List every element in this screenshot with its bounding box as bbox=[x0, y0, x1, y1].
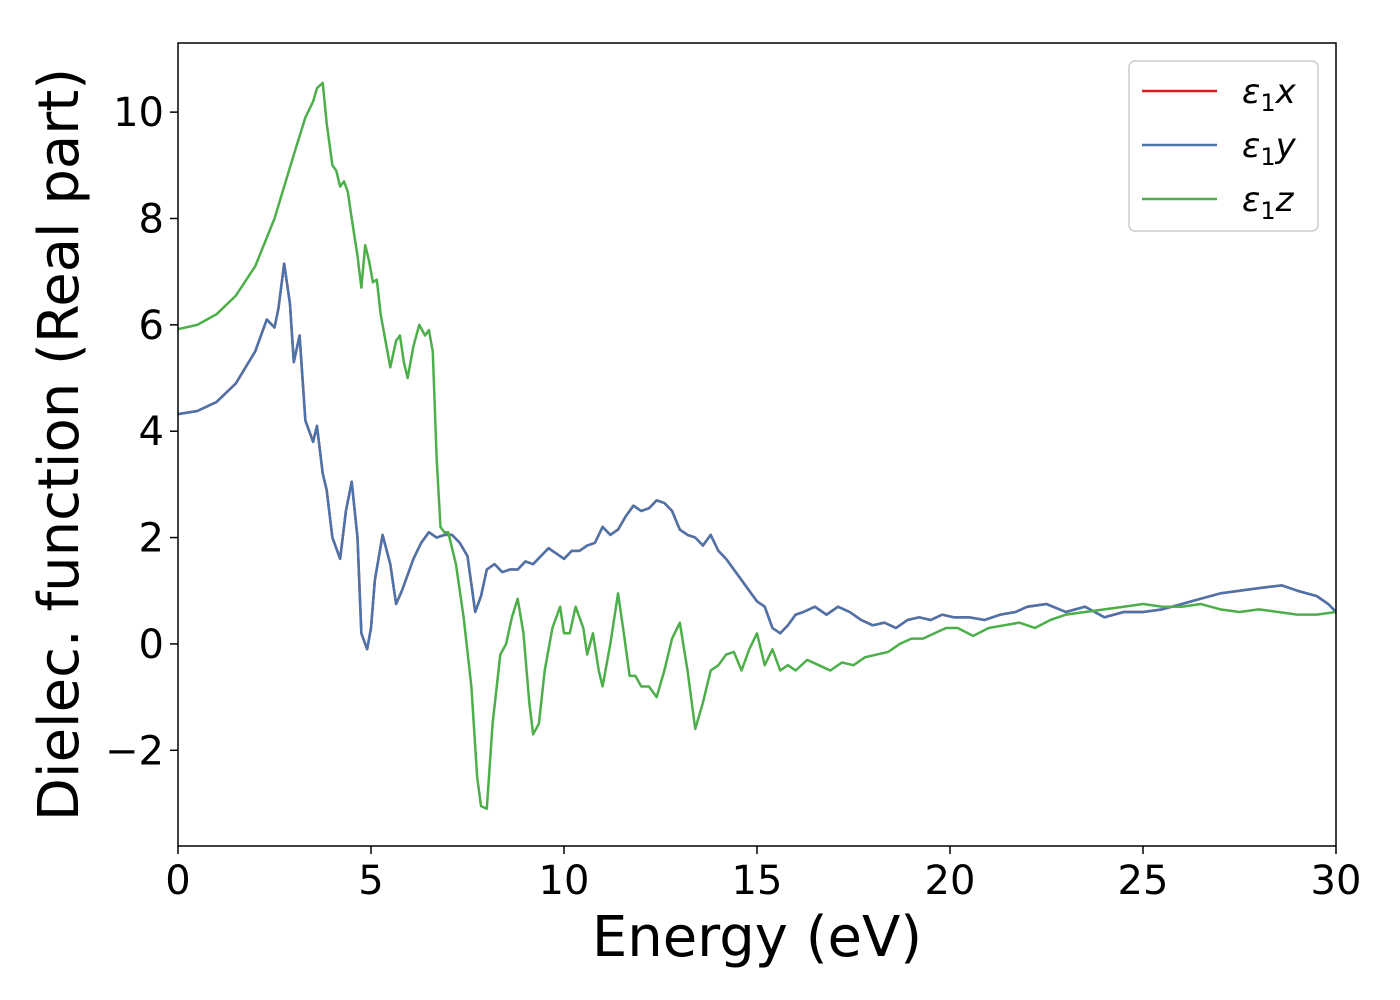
x-tick-label: 10 bbox=[539, 858, 590, 904]
x-tick-label: 15 bbox=[732, 858, 783, 904]
y-tick-label: 4 bbox=[139, 409, 164, 455]
x-axis-title: Energy (eV) bbox=[592, 905, 922, 970]
legend-box bbox=[1128, 60, 1319, 232]
y-axis: −2 0 2 4 6 8 10 bbox=[105, 90, 178, 774]
x-tick-label: 30 bbox=[1311, 858, 1362, 904]
y-tick-label: −2 bbox=[105, 728, 164, 774]
y-tick-label: 6 bbox=[139, 303, 164, 349]
x-tick-label: 25 bbox=[1118, 858, 1169, 904]
x-axis: 0 5 10 15 20 25 30 bbox=[165, 846, 1361, 904]
series-line-1 bbox=[178, 262, 1336, 651]
x-tick-label: 5 bbox=[358, 858, 383, 904]
legend-label-1: ε1x bbox=[1242, 72, 1297, 117]
series-group bbox=[178, 81, 1336, 811]
series-line-3 bbox=[178, 81, 1336, 811]
legend: ε1x ε1y ε1z bbox=[1128, 60, 1319, 232]
legend-label-2: ε1y bbox=[1242, 126, 1297, 171]
series-line-2 bbox=[178, 262, 1336, 651]
y-tick-label: 2 bbox=[139, 516, 164, 562]
legend-label-3: ε1z bbox=[1242, 180, 1295, 225]
x-tick-label: 20 bbox=[925, 858, 976, 904]
y-tick-label: 0 bbox=[139, 622, 164, 668]
y-tick-label: 8 bbox=[139, 196, 164, 242]
x-tick-label: 0 bbox=[165, 858, 190, 904]
y-tick-label: 10 bbox=[113, 90, 164, 136]
y-axis-title: Dielec. function (Real part) bbox=[27, 68, 92, 821]
